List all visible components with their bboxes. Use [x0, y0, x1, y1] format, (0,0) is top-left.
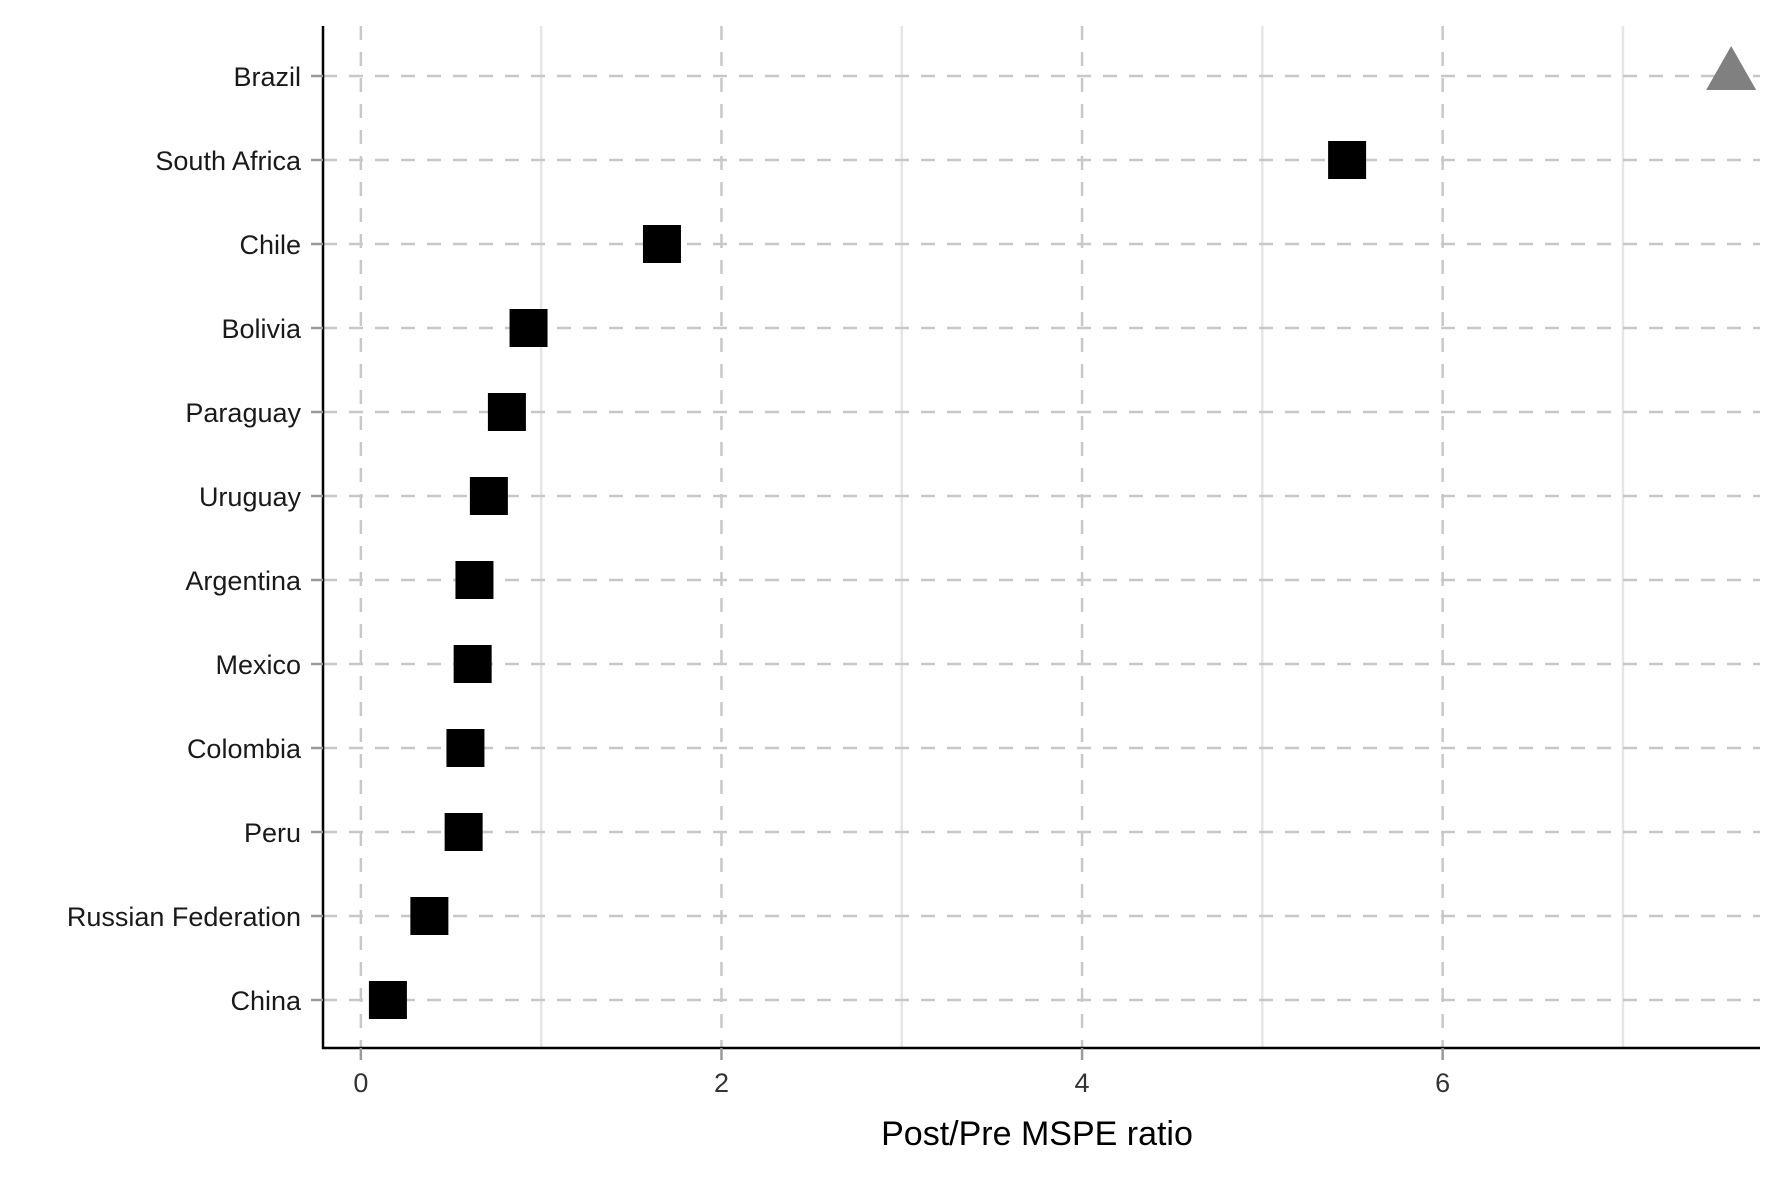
y-tick-label: Uruguay: [199, 482, 302, 512]
y-tick-label: Chile: [239, 230, 301, 260]
data-point-square: [469, 477, 508, 515]
y-tick-label: Paraguay: [185, 398, 301, 428]
data-point-square: [455, 561, 494, 599]
y-tick-label: Colombia: [187, 734, 302, 764]
data-point-square: [487, 393, 526, 431]
x-axis-title: Post/Pre MSPE ratio: [881, 1115, 1193, 1153]
y-tick-label: China: [230, 986, 302, 1016]
y-tick-label: Argentina: [185, 566, 302, 596]
y-tick-label: Peru: [244, 818, 301, 848]
data-point-square: [509, 309, 548, 347]
label-layer: Brazil South Africa Chile Bolivia Paraguay Ur…: [67, 62, 1450, 1098]
data-point-triangle: [1706, 46, 1757, 90]
x-tick-label: 2: [714, 1068, 729, 1098]
data-point-square: [453, 645, 492, 683]
y-tick-label: South Africa: [155, 146, 302, 176]
data-point-square: [410, 897, 449, 935]
data-point-square: [444, 813, 483, 851]
y-tick-label: Russian Federation: [67, 902, 301, 932]
marker-layer: [368, 46, 1757, 1019]
data-point-square: [446, 729, 485, 767]
data-point-square: [642, 225, 681, 263]
data-point-square: [1328, 141, 1367, 179]
y-tick-label: Brazil: [233, 62, 301, 92]
axis-layer: [311, 26, 1760, 1060]
x-tick-label: 6: [1435, 1068, 1450, 1098]
data-point-square: [368, 981, 407, 1019]
grid-layer: [323, 26, 1760, 1048]
x-tick-label: 0: [353, 1068, 368, 1098]
y-tick-label: Mexico: [215, 650, 301, 680]
x-tick-label: 4: [1075, 1068, 1090, 1098]
y-tick-label: Bolivia: [221, 314, 302, 344]
